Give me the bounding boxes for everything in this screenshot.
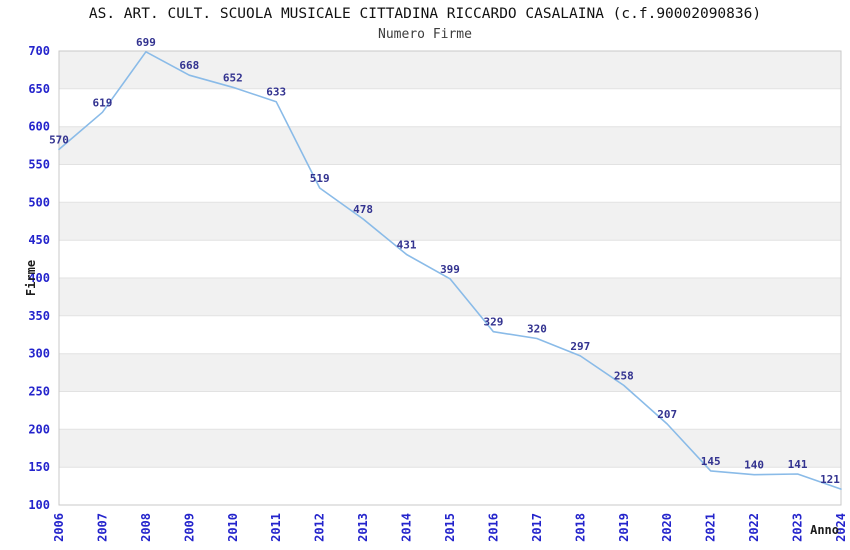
- y-tick-label: 700: [28, 44, 50, 58]
- x-tick-label: 2009: [182, 513, 196, 542]
- x-tick-label: 2011: [269, 513, 283, 542]
- plot-band: [59, 429, 841, 468]
- x-tick-label: 2014: [400, 513, 414, 542]
- data-point-label: 668: [179, 59, 199, 72]
- y-tick-label: 300: [28, 347, 50, 361]
- x-tick-label: 2018: [573, 513, 587, 542]
- x-tick-label: 2008: [139, 513, 153, 542]
- x-tick-label: 2023: [791, 513, 805, 542]
- data-point-label: 258: [614, 369, 634, 382]
- y-tick-label: 650: [28, 82, 50, 96]
- data-point-label: 699: [136, 36, 156, 49]
- x-tick-label: 2020: [660, 513, 674, 542]
- y-tick-label: 450: [28, 233, 50, 247]
- y-axis-title: Firme: [24, 260, 38, 296]
- x-tick-label: 2022: [747, 513, 761, 542]
- y-tick-label: 400: [28, 271, 50, 285]
- plot-band: [59, 278, 841, 316]
- y-tick-label: 150: [28, 460, 50, 474]
- y-tick-label: 600: [28, 120, 50, 134]
- chart-title: AS. ART. CULT. SCUOLA MUSICALE CITTADINA…: [88, 6, 762, 22]
- x-tick-label: 2017: [530, 513, 544, 542]
- data-point-label: 431: [397, 239, 417, 252]
- data-point-label: 297: [570, 340, 590, 353]
- x-tick-label: 2016: [486, 513, 500, 542]
- x-axis-title: Anno: [810, 523, 839, 537]
- plot-band: [59, 202, 841, 241]
- x-tick-label: 2007: [95, 513, 109, 542]
- data-point-label: 619: [92, 96, 112, 109]
- x-tick-label: 2010: [226, 513, 240, 542]
- data-point-label: 329: [483, 316, 503, 329]
- y-tick-label: 250: [28, 385, 50, 399]
- x-tick-label: 2006: [52, 513, 66, 542]
- data-point-label: 652: [223, 71, 243, 84]
- y-tick-label: 550: [28, 158, 50, 172]
- plot-band: [59, 353, 841, 392]
- data-line: [58, 50, 842, 490]
- data-point-label: 207: [657, 408, 677, 421]
- x-tick-label: 2021: [704, 513, 718, 542]
- y-tick-label: 200: [28, 422, 50, 436]
- data-point-label: 145: [701, 455, 721, 468]
- plot-border: [58, 50, 842, 506]
- plot-band: [59, 126, 841, 165]
- plot-band: [59, 51, 841, 89]
- data-point-label: 140: [744, 459, 764, 472]
- data-point-label: 320: [527, 323, 547, 336]
- y-tick-label: 500: [28, 195, 50, 209]
- data-point-label: 633: [266, 86, 286, 99]
- data-point-label: 519: [310, 172, 330, 185]
- x-tick-label: 2012: [313, 513, 327, 542]
- data-point-label: 121: [820, 473, 840, 486]
- y-tick-label: 350: [28, 309, 50, 323]
- data-point-label: 478: [353, 203, 373, 216]
- x-tick-label: 2024: [834, 513, 848, 542]
- chart-subtitle: Numero Firme: [378, 27, 472, 42]
- x-tick-label: 2013: [356, 513, 370, 542]
- y-tick-label: 100: [28, 498, 50, 512]
- x-tick-label: 2019: [617, 513, 631, 542]
- x-tick-label: 2015: [443, 513, 457, 542]
- data-point-label: 570: [49, 133, 69, 146]
- data-point-label: 399: [440, 263, 460, 276]
- data-point-label: 141: [788, 458, 808, 471]
